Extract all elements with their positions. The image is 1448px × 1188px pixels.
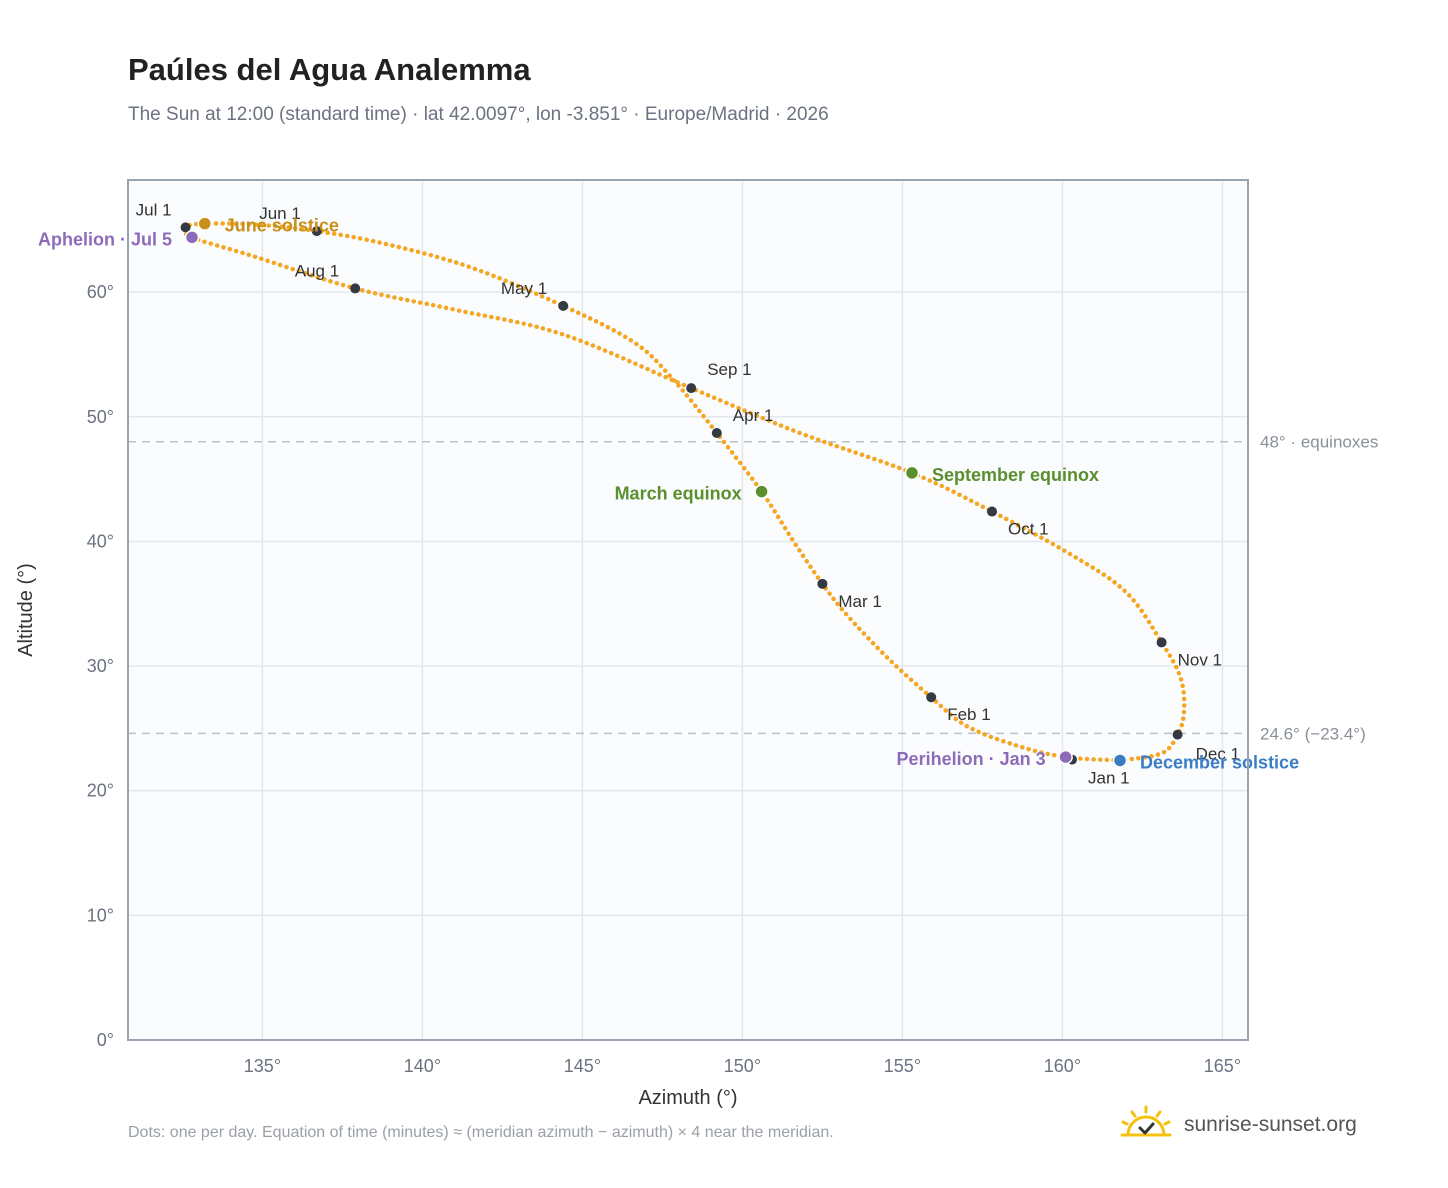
month-marker	[686, 383, 697, 394]
brand[interactable]: sunrise-sunset.org	[1118, 1100, 1357, 1150]
event-label: September equinox	[932, 465, 1099, 485]
month-label: Oct 1	[1008, 520, 1049, 539]
month-label: Jan 1	[1088, 769, 1130, 788]
event-marker	[1058, 749, 1073, 765]
month-label: Apr 1	[733, 406, 774, 425]
brand-name[interactable]: sunrise-sunset.org	[1184, 1113, 1357, 1136]
reference-line-label: 48° · equinoxes	[1260, 433, 1378, 452]
month-marker	[180, 222, 191, 233]
month-label: Nov 1	[1178, 650, 1222, 669]
x-tick-label: 135°	[244, 1056, 281, 1076]
sun-logo-icon	[1120, 1105, 1172, 1137]
y-tick-label: 10°	[87, 905, 114, 925]
reference-line-label: 24.6° (−23.4°)	[1260, 724, 1366, 743]
y-axis-title: Altitude (°)	[15, 563, 37, 657]
month-marker	[1172, 729, 1183, 740]
chart-title: Paúles del Agua Analemma	[128, 52, 531, 87]
event-marker	[754, 484, 769, 499]
month-label: Sep 1	[707, 360, 751, 379]
axis-ticks: 135° 140° 145° 150° 155° 160° 165° 0° 10° 20° 30° 4…	[87, 282, 1241, 1076]
event-marker	[197, 216, 213, 231]
month-marker	[311, 226, 322, 237]
month-marker	[817, 578, 828, 589]
event-label: December solstice	[1140, 752, 1299, 772]
x-tick-label: 155°	[884, 1056, 921, 1076]
reference-lines: 48° · equinoxes 24.6° (−23.4°)	[128, 433, 1378, 743]
x-tick-label: 145°	[564, 1056, 601, 1076]
x-tick-label: 160°	[1044, 1056, 1081, 1076]
month-label: Jun 1	[259, 204, 301, 223]
grid-lines	[128, 180, 1248, 1040]
y-tick-label: 20°	[87, 781, 114, 801]
footnote: Dots: one per day. Equation of time (min…	[128, 1124, 834, 1141]
x-tick-label: 150°	[724, 1056, 761, 1076]
month-label: Feb 1	[947, 705, 990, 724]
x-tick-label: 165°	[1204, 1056, 1241, 1076]
month-marker	[1156, 637, 1167, 648]
event-markers: June solstice Aphelion · Jul 5 March equin…	[38, 216, 1299, 773]
chart-subtitle: The Sun at 12:00 (standard time) · lat 4…	[128, 104, 829, 125]
plot-frame	[127, 179, 1249, 1041]
y-tick-label: 40°	[87, 531, 114, 551]
month-marker	[558, 300, 569, 311]
analemma-path	[181, 221, 1187, 763]
month-marker	[350, 283, 361, 294]
event-marker	[1112, 753, 1128, 768]
event-label: March equinox	[615, 484, 742, 504]
event-marker	[184, 230, 200, 245]
x-tick-label: 140°	[404, 1056, 441, 1076]
y-tick-label: 50°	[87, 407, 114, 427]
month-marker	[711, 428, 722, 439]
month-marker	[987, 506, 997, 517]
month-markers: Jan 1 Feb 1 Mar 1 Apr 1 May 1 Jun 1 Jul 1 Aug 1…	[136, 200, 1240, 787]
event-label: Perihelion · Jan 3	[897, 749, 1046, 769]
month-label: Aug 1	[295, 261, 339, 280]
y-tick-label: 0°	[97, 1030, 114, 1050]
y-tick-label: 60°	[87, 282, 114, 302]
month-label: May 1	[501, 279, 547, 298]
month-label: Jul 1	[136, 200, 172, 219]
event-label: June solstice	[225, 216, 339, 236]
y-tick-label: 30°	[87, 656, 114, 676]
plot-area	[128, 180, 1248, 1040]
analemma-dots	[181, 221, 1187, 763]
month-label: Mar 1	[838, 592, 881, 611]
event-marker	[904, 465, 920, 481]
month-marker	[926, 692, 937, 703]
month-label: Dec 1	[1196, 745, 1240, 764]
x-axis-title: Azimuth (°)	[638, 1087, 737, 1109]
event-label: Aphelion · Jul 5	[38, 229, 172, 249]
